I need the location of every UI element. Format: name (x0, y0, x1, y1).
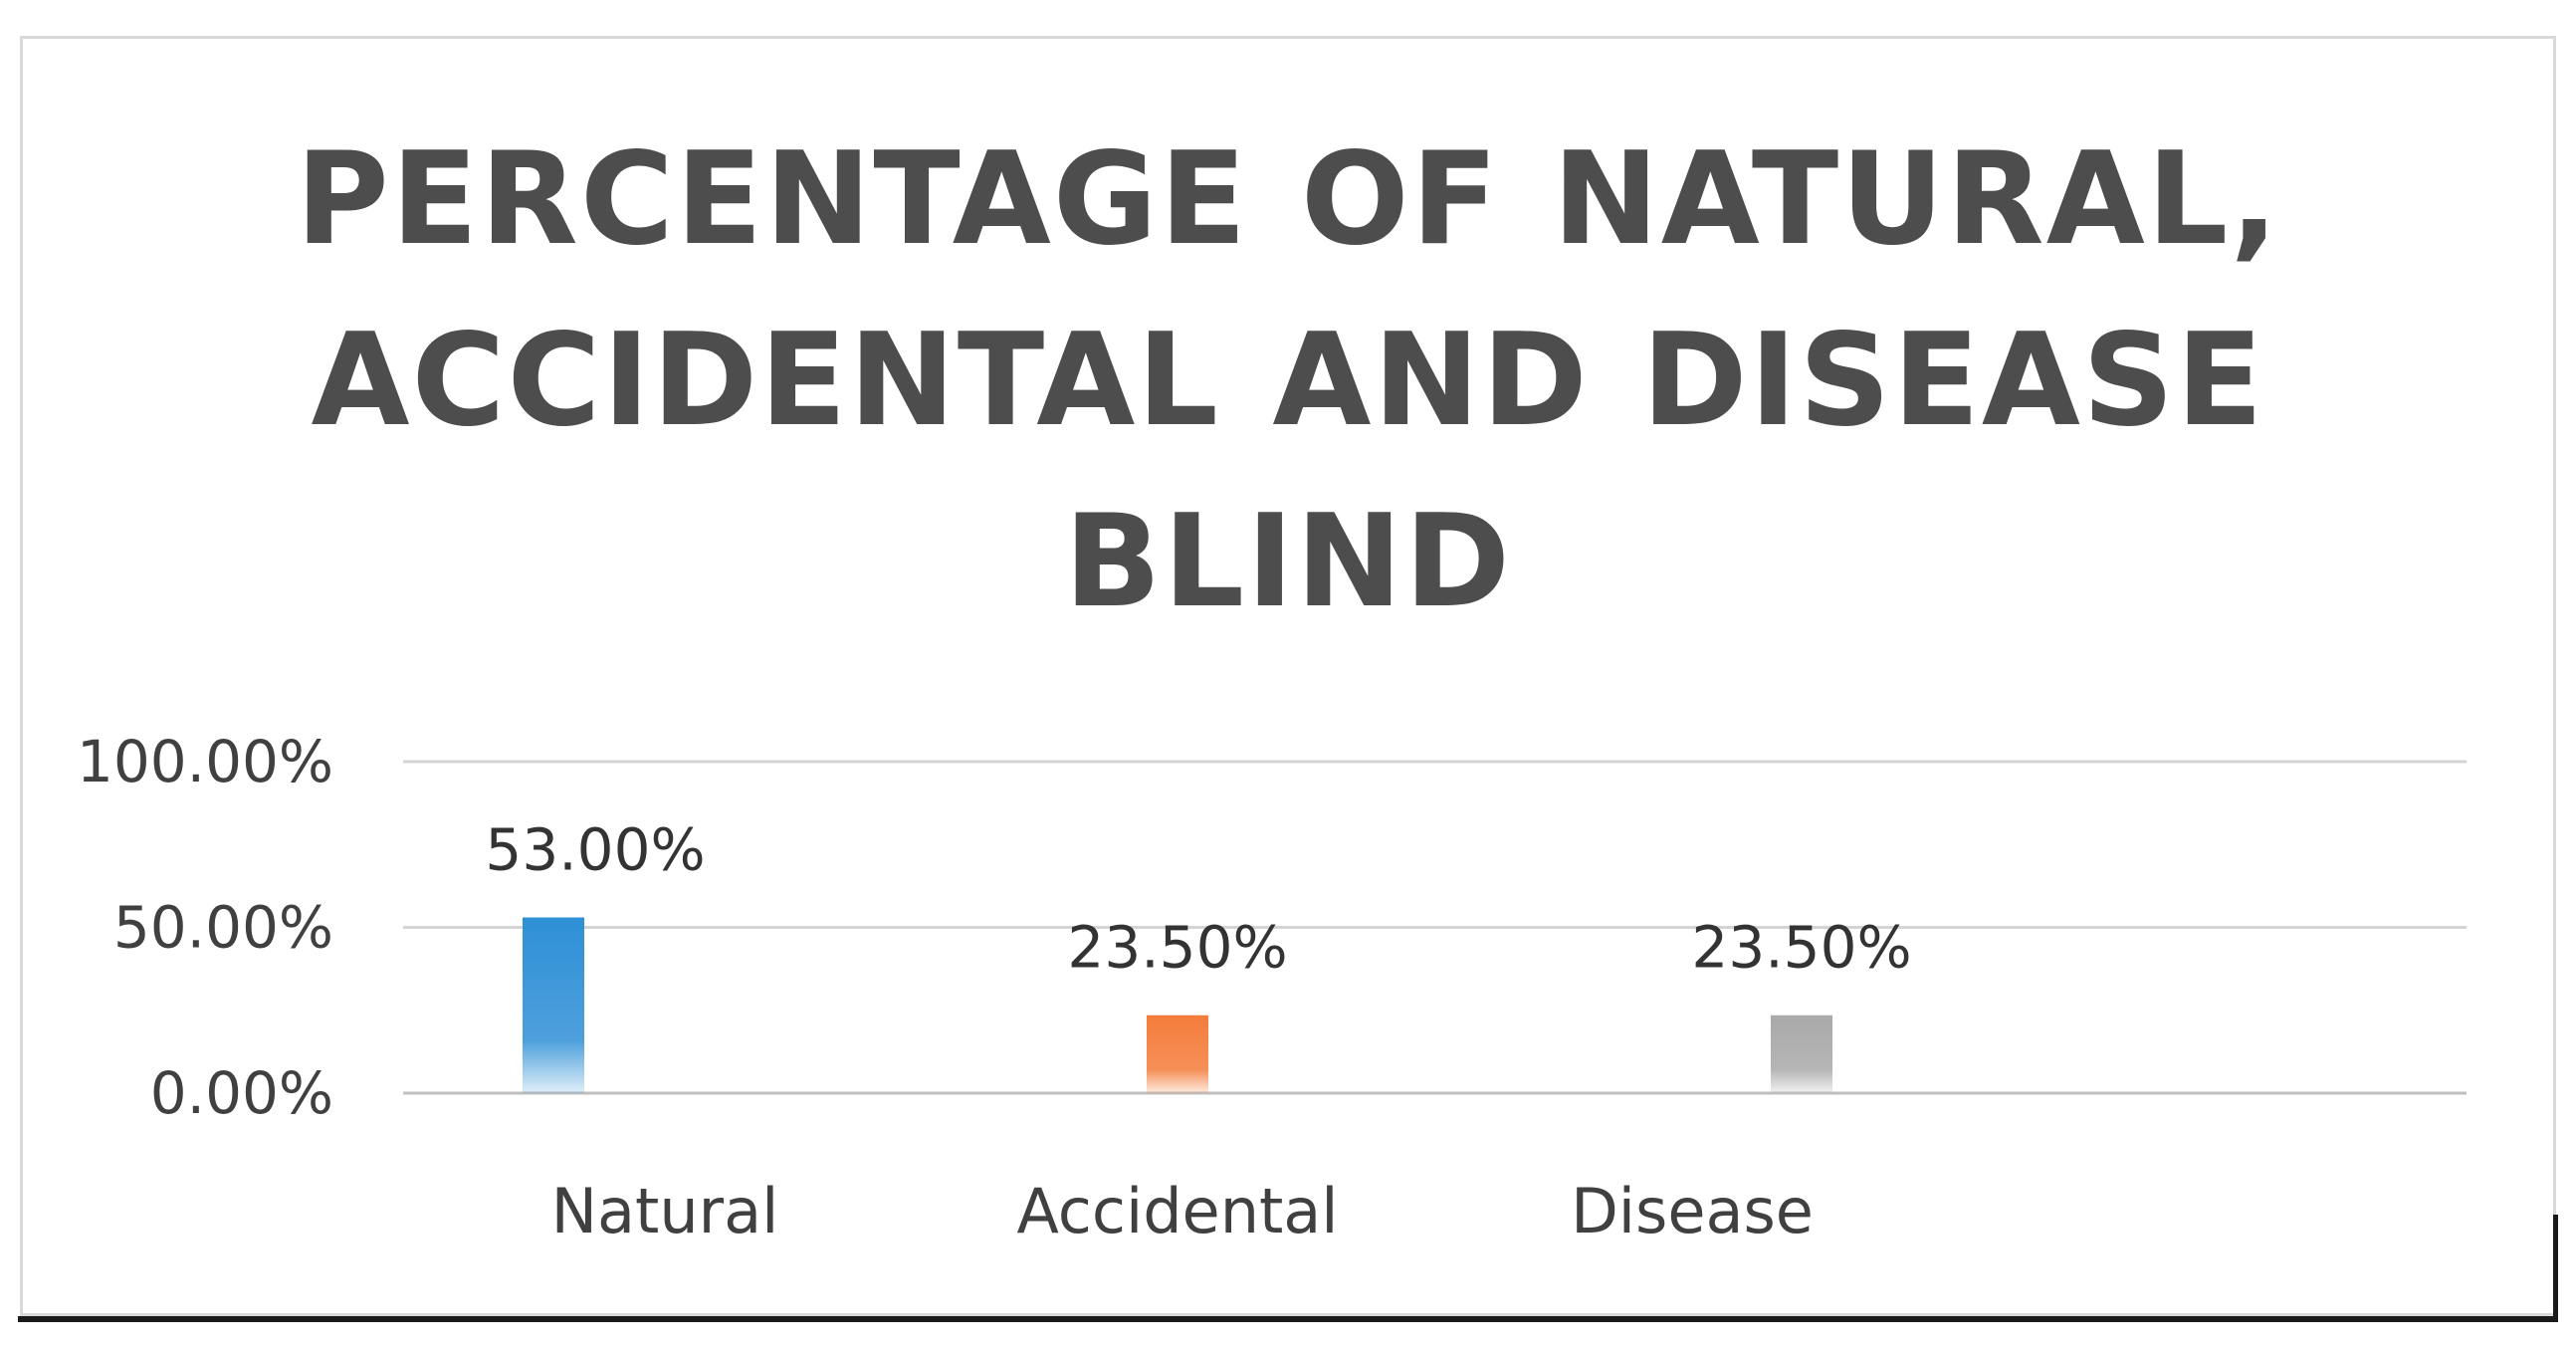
category-label: Natural (551, 1175, 779, 1247)
chart-frame (20, 36, 2556, 1316)
category-labels: Natural Accidental Disease (551, 1175, 1814, 1247)
chart-title: PERCENTAGE OF NATURAL, ACCIDENTAL AND DI… (296, 125, 2280, 636)
bar-disease (1771, 1014, 1832, 1093)
y-axis-ticks: 0.00% 50.00% 100.00% (77, 728, 333, 1127)
category-label: Disease (1571, 1175, 1814, 1247)
gridlines (403, 760, 2467, 1095)
data-label: 23.50% (1691, 914, 1911, 982)
category-label: Accidental (1016, 1175, 1338, 1247)
bars (523, 917, 1832, 1093)
data-labels: 53.00% 23.50% 23.50% (485, 816, 1911, 982)
bar-natural (523, 917, 584, 1093)
right-rule (2553, 1215, 2558, 1322)
y-tick-label: 0.00% (150, 1059, 333, 1127)
y-tick-label: 100.00% (77, 728, 333, 795)
bottom-rule (18, 1316, 2558, 1322)
bar-accidental (1147, 1014, 1208, 1093)
data-label: 23.50% (1067, 914, 1287, 982)
y-tick-label: 50.00% (113, 894, 333, 962)
data-label: 53.00% (485, 816, 705, 884)
